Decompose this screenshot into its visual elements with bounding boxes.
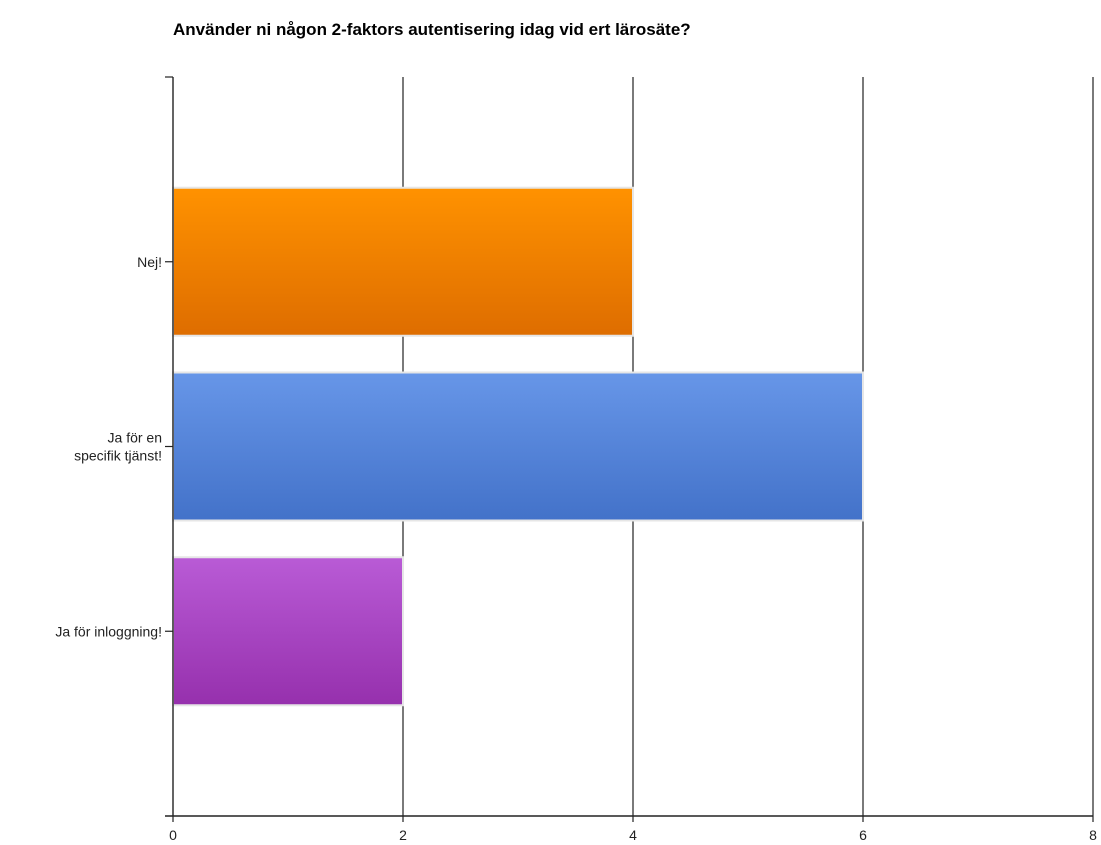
chart-title: Använder ni någon 2-faktors autentiserin… bbox=[173, 20, 691, 39]
x-tick-label: 6 bbox=[859, 827, 867, 843]
y-category-label: Ja för en specifik tjänst! bbox=[74, 430, 162, 464]
x-tick-label: 4 bbox=[629, 827, 637, 843]
y-category-label: Nej! bbox=[137, 254, 162, 270]
x-tick-label: 0 bbox=[169, 827, 177, 843]
x-tick-label: 8 bbox=[1089, 827, 1097, 843]
y-category-label: Ja för inloggning! bbox=[55, 623, 162, 639]
x-tick-labels: 0 2 4 6 8 bbox=[169, 827, 1097, 843]
bar bbox=[172, 186, 634, 337]
bar bbox=[172, 371, 864, 522]
axes bbox=[165, 76, 1094, 822]
x-tick-label: 2 bbox=[399, 827, 407, 843]
bar bbox=[172, 556, 404, 707]
bars bbox=[172, 186, 864, 707]
y-category-labels: Nej! Ja för en specifik tjänst! Ja för inlo… bbox=[55, 254, 162, 640]
